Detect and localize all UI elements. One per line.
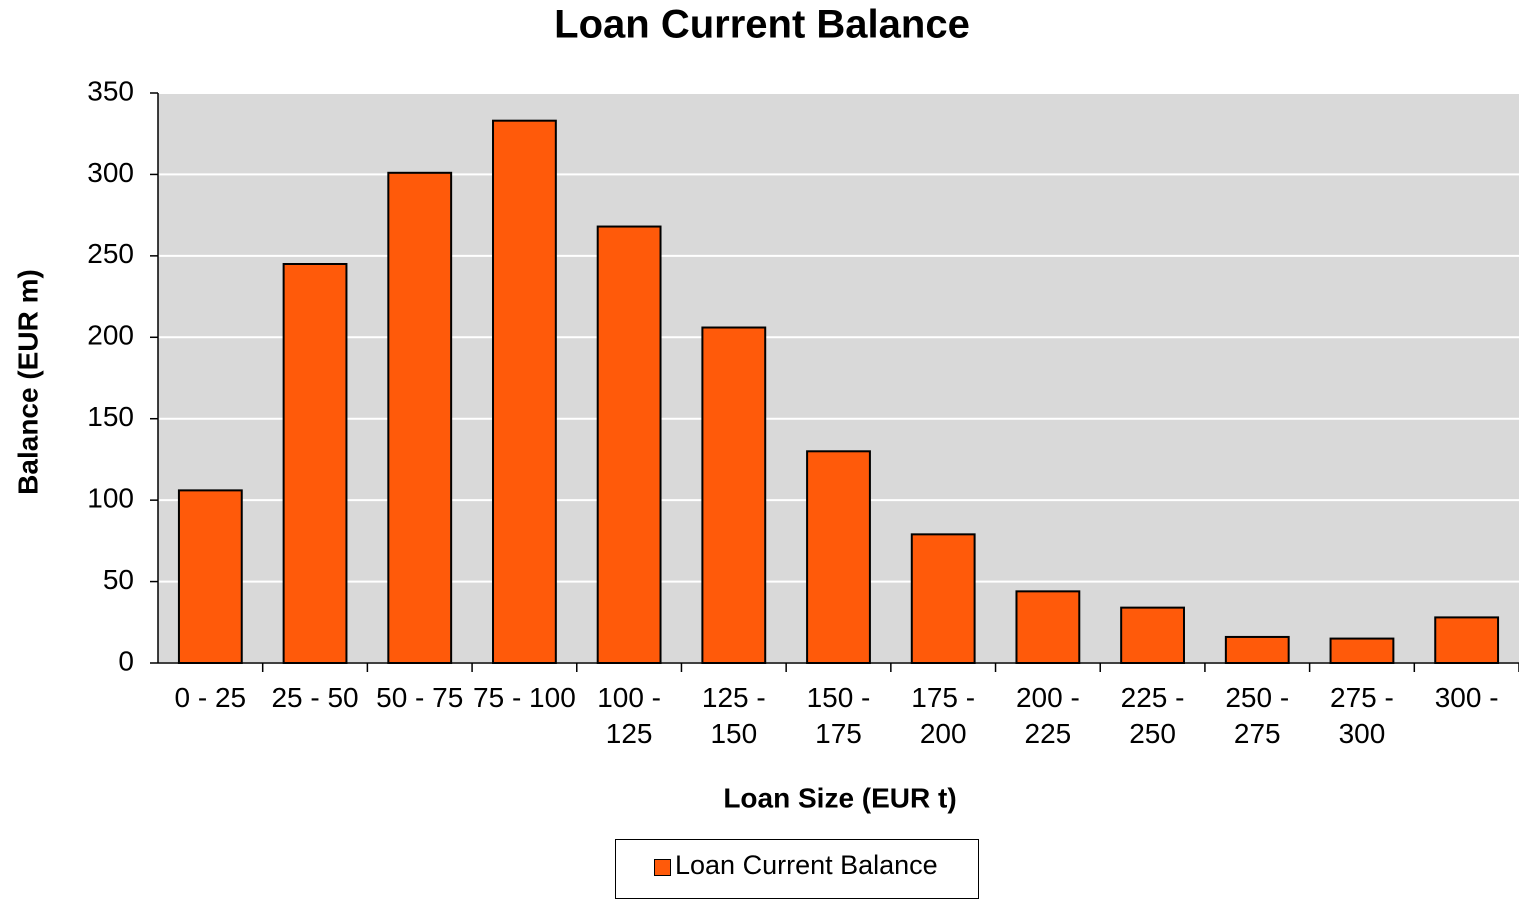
x-tick-label: 225 - 250 bbox=[1120, 682, 1185, 749]
x-tick-label: 50 - 75 bbox=[376, 682, 464, 713]
x-tick-label: 125 - 150 bbox=[701, 682, 766, 749]
x-axis-label: Loan Size (EUR t) bbox=[723, 782, 956, 813]
x-tick-label: 250 - 275 bbox=[1225, 682, 1290, 749]
bar bbox=[1434, 616, 1500, 665]
x-tick-label: 100 - 125 bbox=[597, 682, 662, 749]
legend-label: Loan Current Balance bbox=[675, 850, 938, 880]
chart-title: Loan Current Balance bbox=[554, 3, 970, 47]
y-tick-label: 250 bbox=[87, 238, 134, 269]
x-tick-label: 175 - 200 bbox=[911, 682, 976, 749]
y-tick-label: 200 bbox=[87, 320, 134, 351]
legend-swatch bbox=[654, 859, 671, 876]
bar bbox=[1329, 637, 1395, 664]
bar bbox=[806, 450, 871, 664]
x-tick-label: 25 - 50 bbox=[271, 682, 359, 713]
bar bbox=[910, 533, 976, 664]
x-tick-label: 275 - 300 bbox=[1330, 682, 1394, 749]
bar bbox=[1015, 590, 1081, 664]
bar bbox=[596, 225, 662, 665]
y-tick-label: 300 bbox=[87, 157, 134, 188]
x-tick-label: 200 - 225 bbox=[1015, 682, 1080, 749]
y-tick-label: 0 bbox=[118, 645, 134, 676]
bar bbox=[177, 489, 243, 664]
x-tick-label: 75 - 100 bbox=[473, 682, 576, 713]
y-tick-label: 350 bbox=[87, 75, 134, 106]
x-tick-label: 150 - 175 bbox=[806, 682, 871, 749]
legend: Loan Current Balance bbox=[615, 839, 979, 899]
y-axis-label: Balance (EUR m) bbox=[12, 269, 43, 495]
bar bbox=[492, 119, 557, 664]
y-tick-label: 100 bbox=[87, 483, 134, 514]
bar bbox=[701, 326, 767, 664]
y-tick-label: 150 bbox=[87, 401, 134, 432]
y-tick-label: 50 bbox=[103, 564, 134, 595]
bar bbox=[1224, 635, 1290, 665]
bar bbox=[282, 263, 348, 664]
bar bbox=[1120, 606, 1185, 665]
bar bbox=[387, 171, 453, 665]
x-tick-label: 300 - bbox=[1434, 682, 1499, 713]
x-tick-label: 0 - 25 bbox=[174, 682, 247, 713]
